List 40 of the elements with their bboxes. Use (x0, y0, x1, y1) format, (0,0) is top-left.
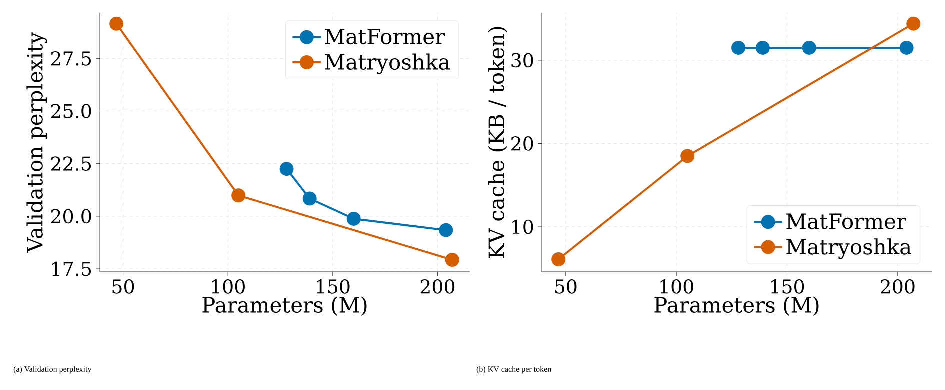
x-tick-label: 150 (317, 280, 350, 294)
point (756, 40, 770, 55)
point (802, 40, 816, 55)
x-tick-label: 100 (660, 280, 694, 294)
y-axis-title: KV cache (KB / token) (488, 27, 508, 258)
y-tick-label: 10 (512, 220, 534, 234)
legend-label: MatFormer (786, 214, 907, 230)
legend-label: Matryoshka (325, 54, 450, 74)
y-tick-label: 20.0 (51, 209, 92, 224)
y-tick-label: 17.5 (52, 262, 91, 276)
x-tick-label: 50 (112, 280, 134, 294)
point (732, 40, 746, 55)
point (346, 212, 361, 226)
x-axis-title: Parameters (M) (202, 296, 367, 316)
x-tick-label: 150 (771, 280, 804, 294)
point (280, 162, 294, 176)
text: (a) Validation perplexity (14, 366, 92, 374)
point (302, 192, 317, 206)
x-tick-label: 200 (881, 280, 915, 294)
point (232, 188, 246, 203)
point (906, 16, 921, 31)
y-tick-label: 27.5 (51, 51, 91, 66)
x-tick-label: 50 (555, 280, 577, 294)
x-tick-label: 200 (420, 280, 455, 294)
point (680, 149, 695, 164)
point (900, 40, 914, 55)
text: (b) KV cache per token (476, 366, 552, 374)
point (110, 16, 124, 31)
y-tick-label: 20 (512, 136, 534, 151)
y-tick-label: 22.5 (51, 156, 91, 172)
point (552, 252, 566, 266)
y-axis-title: Validation perplexity (26, 32, 48, 253)
point (439, 223, 454, 238)
legend-label: MatFormer (325, 28, 446, 45)
point (445, 252, 460, 267)
x-axis-title: Parameters (M) (654, 296, 819, 316)
x-tick-label: 100 (212, 280, 245, 294)
y-tick-label: 25.0 (51, 104, 92, 118)
y-tick-label: 30 (512, 53, 534, 68)
legend-label: Matryoshka (786, 238, 912, 260)
